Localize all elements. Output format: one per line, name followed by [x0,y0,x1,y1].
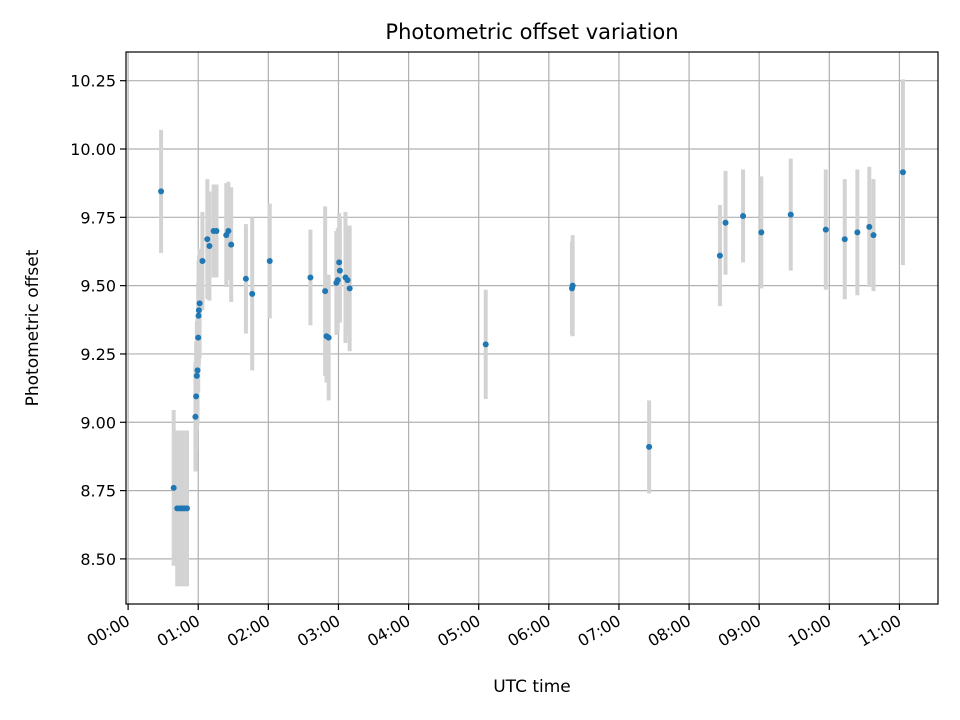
y-axis-ticks: 8.50 8.75 9.00 9.25 9.50 9.75 10.00 10.25 [70,72,126,569]
x-axis-ticks: 00:00 01:00 02:00 03:00 04:00 05:00 06:00 07:00… [84,604,904,651]
y-tick-label: 9.25 [80,345,116,364]
y-tick-label: 10.25 [70,72,116,91]
x-tick-label: 07:00 [575,611,624,651]
x-tick-label: 06:00 [504,611,553,651]
y-tick-label: 9.50 [80,277,116,296]
data-point [787,211,794,218]
y-axis-label: Photometric offset [23,249,43,406]
y-tick-label: 9.75 [80,208,116,227]
data-point [716,252,723,259]
data-point [334,277,341,284]
y-tick-label: 8.75 [80,482,116,501]
data-point [307,274,314,281]
data-point [225,227,232,234]
data-point [336,267,343,274]
data-points [158,169,906,512]
data-point [866,223,873,230]
data-point [194,367,201,374]
data-point [346,285,353,292]
data-point [841,236,848,243]
data-point [204,236,211,243]
x-tick-label: 08:00 [645,611,694,651]
data-point [822,226,829,233]
grid [126,52,938,604]
x-tick-label: 05:00 [434,611,483,651]
data-point [195,334,202,341]
data-point [899,169,906,176]
data-point [192,413,199,420]
data-point [482,341,489,348]
data-point [336,259,343,266]
data-point [344,277,351,284]
data-point [206,243,213,250]
data-point [758,229,765,236]
data-point [325,334,332,341]
plot-frame [125,51,939,605]
data-point [249,290,256,297]
y-tick-label: 8.50 [80,550,116,569]
x-tick-label: 00:00 [84,611,133,651]
data-point [722,219,729,226]
y-tick-label: 9.00 [80,413,116,432]
data-point [193,372,200,379]
data-point [646,443,653,450]
data-point [854,229,861,236]
x-tick-label: 11:00 [855,611,904,651]
data-point [322,288,329,295]
data-point [266,258,273,265]
data-point [199,258,206,265]
data-point [193,393,200,400]
data-point [213,227,220,234]
x-tick-label: 01:00 [154,611,203,651]
x-tick-label: 10:00 [785,611,834,651]
chart-title: Photometric offset variation [385,20,678,44]
data-point [195,307,202,314]
data-point [195,312,202,319]
x-tick-label: 09:00 [715,611,764,651]
data-point [184,505,191,512]
x-tick-label: 02:00 [224,611,273,651]
data-point [158,188,165,195]
x-axis-label: UTC time [493,677,571,697]
data-point [740,212,747,219]
data-point [569,282,576,289]
data-point [196,300,203,307]
error-bars [159,79,905,587]
x-tick-label: 04:00 [364,611,413,651]
x-tick-label: 03:00 [294,611,343,651]
y-tick-label: 10.00 [70,140,116,159]
data-point [870,232,877,239]
data-point [170,484,177,491]
data-point [228,241,235,248]
data-point [242,275,249,282]
